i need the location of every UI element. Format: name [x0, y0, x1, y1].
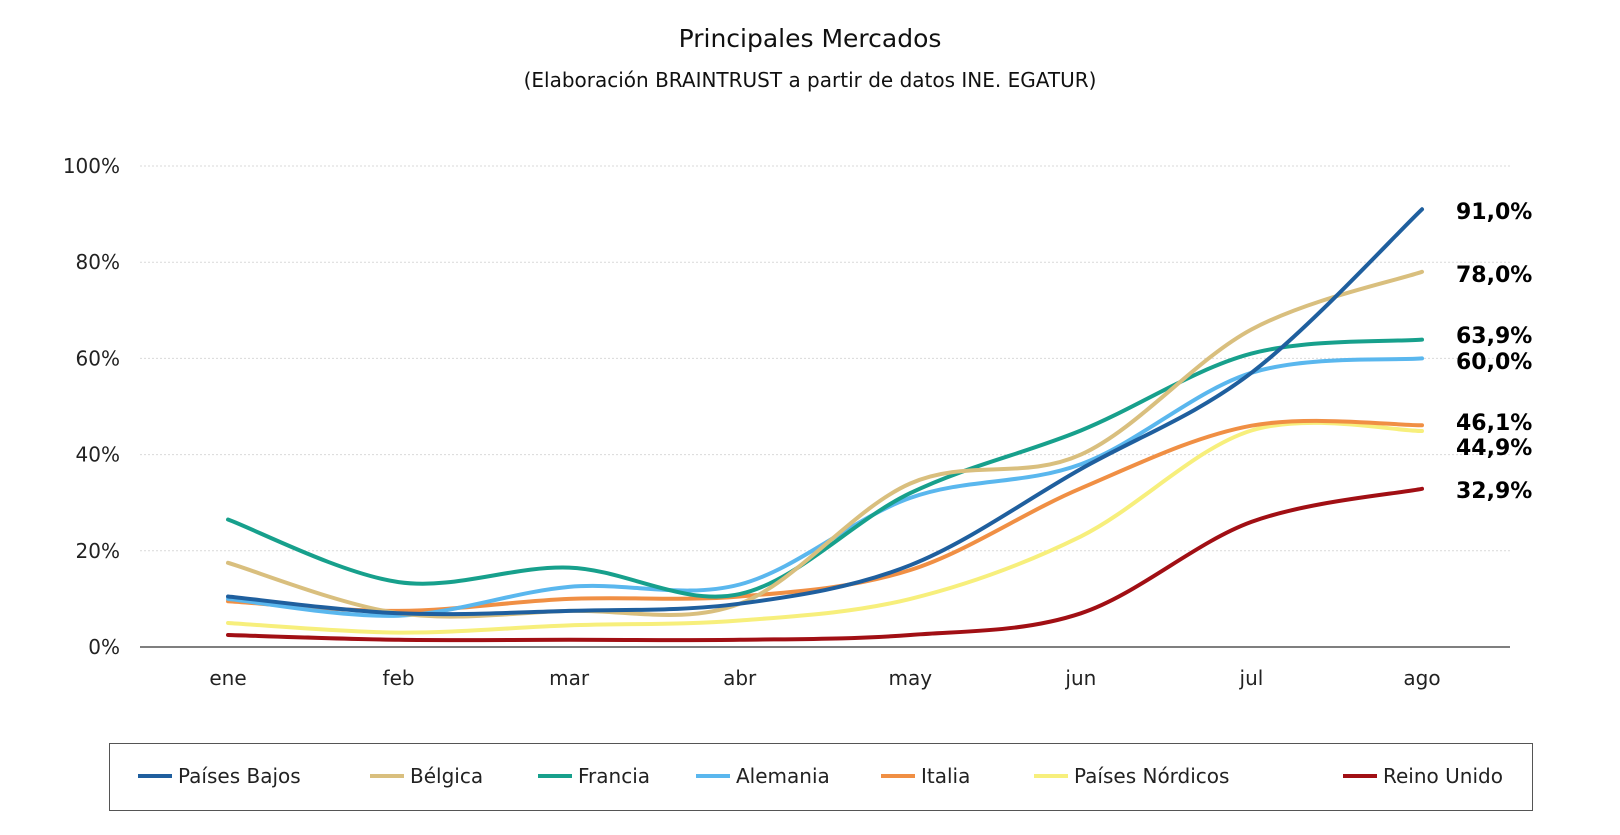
- legend-item: Países Bajos: [138, 764, 301, 788]
- grid-lines: [140, 165, 1510, 552]
- series-line: [226, 486, 1424, 643]
- y-tick-label: 0%: [88, 635, 120, 659]
- legend-label: Bélgica: [410, 764, 484, 788]
- legend-swatch: [138, 774, 172, 778]
- legend-swatch: [538, 774, 572, 778]
- legend-label: Alemania: [736, 764, 830, 788]
- x-tick-label: feb: [383, 666, 415, 690]
- legend-label: Francia: [578, 764, 651, 788]
- x-tick-label: abr: [723, 666, 757, 690]
- data-label: 63,9%: [1456, 324, 1532, 349]
- y-tick-label: 100%: [63, 154, 120, 178]
- chart-subtitle: (Elaboración BRAINTRUST a partir de dato…: [523, 68, 1097, 92]
- x-tick-label: ene: [209, 666, 246, 690]
- data-label: 60,0%: [1456, 350, 1532, 375]
- legend-item: Italia: [881, 764, 970, 788]
- series-line: [226, 356, 1424, 618]
- x-tick-label: jul: [1239, 666, 1264, 690]
- legend-swatch: [1034, 774, 1068, 778]
- series-line: [226, 207, 1424, 617]
- x-tick-label: may: [888, 666, 932, 690]
- x-tick-label: mar: [549, 666, 590, 690]
- legend-swatch: [881, 774, 915, 778]
- data-label: 46,1%: [1456, 411, 1532, 436]
- legend-label: Países Bajos: [178, 764, 301, 788]
- legend-swatch: [696, 774, 730, 778]
- end-labels: 91,0% 78,0% 63,9%60,0% 46,1%44,9% 32,9%: [1456, 200, 1532, 504]
- series-line: [226, 269, 1424, 619]
- legend-swatch: [1343, 774, 1377, 778]
- data-label: 91,0%: [1456, 200, 1532, 225]
- legend-label: Italia: [921, 764, 971, 788]
- y-tick-label: 20%: [76, 539, 120, 563]
- legend-swatch: [370, 774, 404, 778]
- legend-label: Reino Unido: [1383, 764, 1503, 788]
- legend-item: Alemania: [696, 764, 830, 788]
- series-line: [226, 420, 1424, 635]
- y-tick-label: 80%: [76, 250, 120, 274]
- legend-item: Francia: [538, 764, 650, 788]
- data-label: 44,9%: [1456, 436, 1532, 461]
- x-tick-label: jun: [1064, 666, 1096, 690]
- x-tick-label: ago: [1403, 666, 1440, 690]
- y-tick-label: 60%: [76, 346, 120, 370]
- series-lines: [226, 207, 1424, 643]
- y-tick-label: 40%: [76, 443, 120, 467]
- data-label: 78,0%: [1456, 263, 1532, 288]
- data-label: 32,9%: [1456, 479, 1532, 504]
- chart-title: Principales Mercados: [678, 24, 942, 53]
- legend: Países Bajos Bélgica Francia Alemania Italia…: [109, 743, 1533, 811]
- legend-label: Países Nórdicos: [1074, 764, 1230, 788]
- axes: 0% 20% 40% 60% 80% 100% ene feb mar abr may jun jul a…: [63, 154, 1510, 690]
- legend-item: Bélgica: [370, 764, 483, 788]
- legend-item: Reino Unido: [1343, 764, 1503, 788]
- series-line: [226, 337, 1424, 599]
- legend-item: Países Nórdicos: [1034, 764, 1229, 788]
